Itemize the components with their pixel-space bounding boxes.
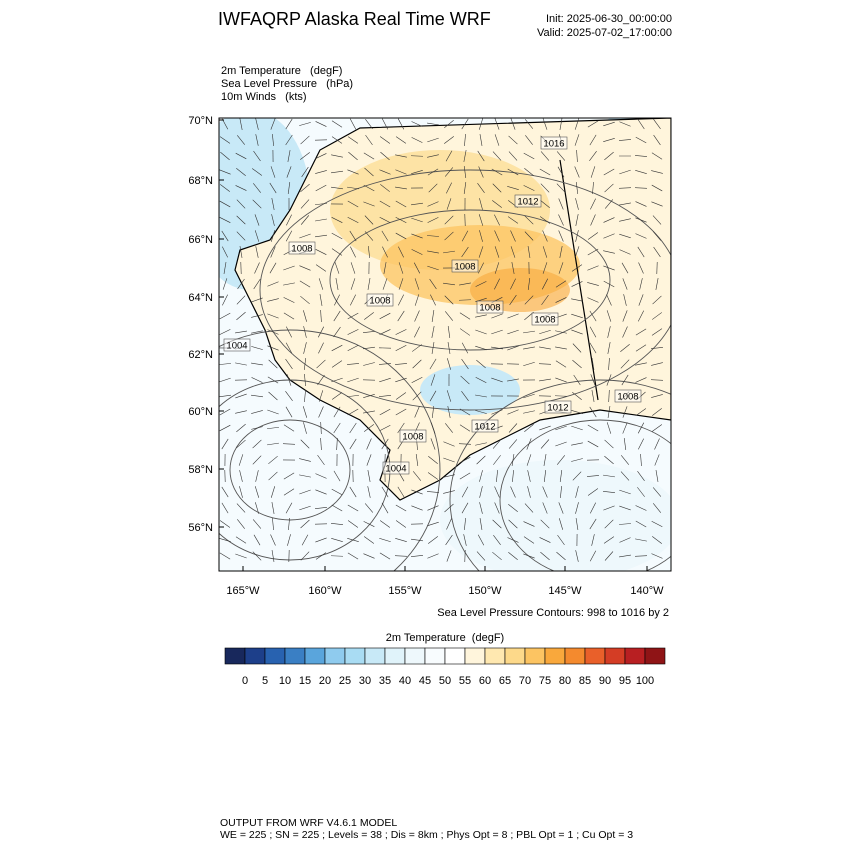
footer-line: OUTPUT FROM WRF V4.6.1 MODEL <box>220 817 397 829</box>
lon-label: 160°W <box>308 585 342 597</box>
contour-label: 1016 <box>543 139 564 150</box>
colorbar-swatch <box>305 648 325 664</box>
colorbar-swatch <box>285 648 305 664</box>
colorbar-tick-label: 35 <box>379 675 391 687</box>
colorbar-tick-label: 90 <box>599 675 611 687</box>
colorbar-tick-label: 70 <box>519 675 531 687</box>
lon-label: 165°W <box>226 585 260 597</box>
colorbar-swatch <box>505 648 525 664</box>
contour-label: 1012 <box>517 197 538 208</box>
contour-label: 1012 <box>547 403 568 414</box>
colorbar-swatch <box>345 648 365 664</box>
colorbar-swatch <box>585 648 605 664</box>
lat-label: 68°N <box>188 175 213 187</box>
colorbar-swatch <box>225 648 245 664</box>
contour-note: Sea Level Pressure Contours: 998 to 1016… <box>437 607 669 619</box>
colorbar-tick-label: 0 <box>242 675 248 687</box>
colorbar-swatch <box>265 648 285 664</box>
colorbar-title: 2m Temperature (degF) <box>386 632 504 644</box>
colorbar-tick-label: 100 <box>636 675 654 687</box>
colorbar: 0 5 10 15 20 25 30 35 40 45 50 55 60 65 70 75 80 85 90 95 10… <box>225 648 665 687</box>
colorbar-swatch <box>565 648 585 664</box>
contour-label: 1008 <box>291 244 312 255</box>
lon-label: 150°W <box>468 585 502 597</box>
lon-label: 155°W <box>388 585 422 597</box>
colorbar-tick-label: 45 <box>419 675 431 687</box>
colorbar-tick-label: 95 <box>619 675 631 687</box>
colorbar-swatch <box>525 648 545 664</box>
colorbar-swatch <box>245 648 265 664</box>
title: IWFAQRP Alaska Real Time WRF <box>218 9 491 29</box>
field-label: 10m Winds (kts) <box>221 91 307 103</box>
colorbar-tick-label: 25 <box>339 675 351 687</box>
colorbar-swatch <box>445 648 465 664</box>
colorbar-tick-label: 10 <box>279 675 291 687</box>
colorbar-swatch <box>605 648 625 664</box>
contour-label: 1008 <box>402 432 423 443</box>
field-label: 2m Temperature (degF) <box>221 65 342 77</box>
contour-label: 1008 <box>617 392 638 403</box>
field-label: Sea Level Pressure (hPa) <box>221 78 353 90</box>
colorbar-swatch <box>465 648 485 664</box>
map-area <box>140 110 750 620</box>
lat-label: 70°N <box>188 115 213 127</box>
colorbar-swatch <box>325 648 345 664</box>
contour-label: 1008 <box>369 296 390 307</box>
colorbar-tick-label: 20 <box>319 675 331 687</box>
contour-label: 1012 <box>474 422 495 433</box>
colorbar-swatch <box>425 648 445 664</box>
colorbar-tick-label: 40 <box>399 675 411 687</box>
colorbar-swatch <box>645 648 665 664</box>
colorbar-tick-label: 80 <box>559 675 571 687</box>
lat-label: 60°N <box>188 406 213 418</box>
valid-time: Valid: 2025-07-02_17:00:00 <box>537 27 672 39</box>
colorbar-swatch <box>365 648 385 664</box>
colorbar-tick-label: 60 <box>479 675 491 687</box>
contour-label: 1004 <box>385 464 406 475</box>
contour-label: 1004 <box>226 341 247 352</box>
colorbar-tick-label: 75 <box>539 675 551 687</box>
colorbar-swatch <box>385 648 405 664</box>
colorbar-tick-label: 5 <box>262 675 268 687</box>
contour-label: 1008 <box>479 303 500 314</box>
colorbar-tick-label: 15 <box>299 675 311 687</box>
lat-label: 66°N <box>188 234 213 246</box>
contour-label: 1008 <box>534 315 555 326</box>
colorbar-tick-label: 55 <box>459 675 471 687</box>
init-time: Init: 2025-06-30_00:00:00 <box>546 13 672 25</box>
lat-label: 56°N <box>188 522 213 534</box>
lat-label: 58°N <box>188 464 213 476</box>
colorbar-swatch <box>625 648 645 664</box>
colorbar-tick-label: 30 <box>359 675 371 687</box>
contour-label: 1008 <box>454 262 475 273</box>
lat-label: 64°N <box>188 292 213 304</box>
colorbar-swatch <box>545 648 565 664</box>
lat-label: 62°N <box>188 349 213 361</box>
colorbar-tick-label: 85 <box>579 675 591 687</box>
colorbar-tick-label: 65 <box>499 675 511 687</box>
footer-line: WE = 225 ; SN = 225 ; Levels = 38 ; Dis … <box>220 829 633 841</box>
lon-label: 140°W <box>630 585 664 597</box>
colorbar-tick-label: 50 <box>439 675 451 687</box>
colorbar-swatch <box>405 648 425 664</box>
lon-label: 145°W <box>548 585 582 597</box>
colorbar-swatch <box>485 648 505 664</box>
